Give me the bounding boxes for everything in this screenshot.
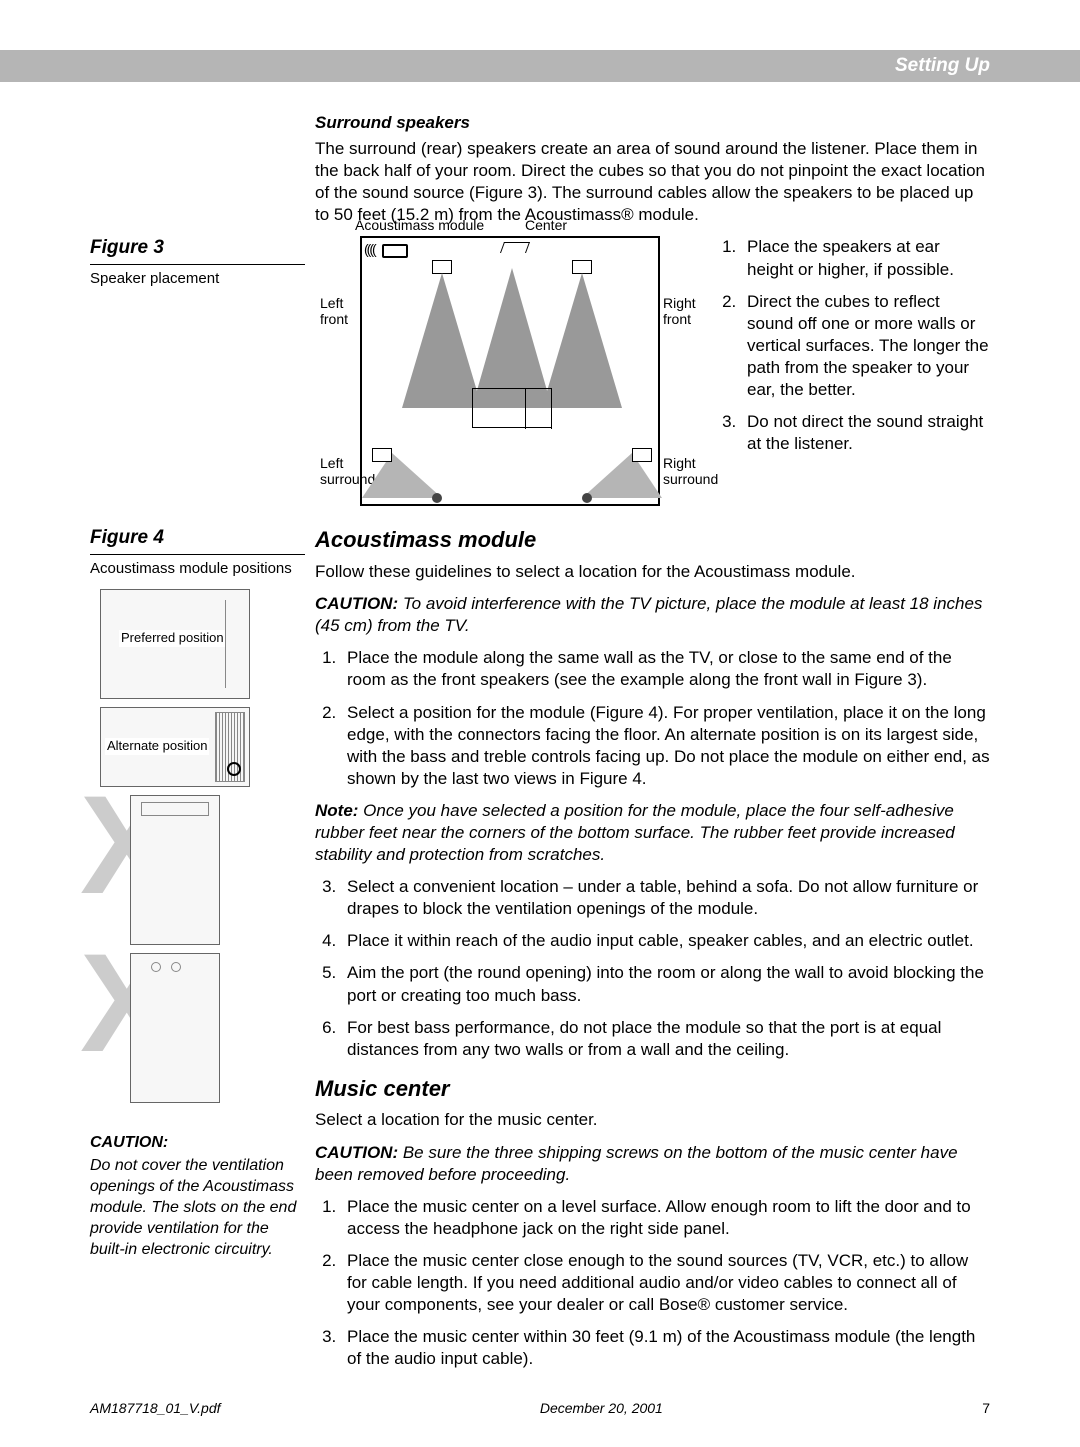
list-item: Place the music center within 30 feet (9… [341, 1326, 990, 1370]
label-left-front: Left front [320, 296, 360, 327]
list-item: Direct the cubes to reflect sound off on… [741, 291, 990, 401]
list-item: Place the speakers at ear height or high… [741, 236, 990, 280]
module-alternate-icon: Alternate position [100, 707, 250, 787]
caution-text: To avoid interference with the TV pictur… [315, 594, 982, 635]
figure4-images: Preferred position Alternate position X … [90, 589, 305, 1103]
acoustimass-caution: CAUTION: To avoid interference with the … [315, 593, 990, 637]
list-item: Aim the port (the round opening) into th… [341, 962, 990, 1006]
caution-text: Be sure the three shipping screws on the… [315, 1143, 958, 1184]
sound-cones-svg [362, 238, 662, 508]
label-center: Center [525, 218, 567, 233]
figure4-title: Figure 4 [90, 526, 305, 555]
music-heading: Music center [315, 1075, 990, 1104]
list-item: Place the music center on a level surfac… [341, 1196, 990, 1240]
list-item: Place the music center close enough to t… [341, 1250, 990, 1316]
list-item: Place the module along the same wall as … [341, 647, 990, 691]
list-item: Select a position for the module (Figure… [341, 702, 990, 790]
page-header-title: Setting Up [895, 54, 990, 79]
caution-label: CAUTION: [315, 1143, 398, 1162]
music-caution: CAUTION: Be sure the three shipping scre… [315, 1142, 990, 1186]
acoustimass-note: Note: Once you have selected a position … [315, 800, 990, 866]
label-right-surround: Right surround [663, 456, 723, 487]
label-acoustimass: Acoustimass module [355, 218, 484, 233]
list-item: Select a convenient location – under a t… [341, 876, 990, 920]
figure3-tips-list: Place the speakers at ear height or high… [715, 236, 990, 455]
room-diagram: (((( [360, 236, 660, 506]
surround-body: The surround (rear) speakers create an a… [315, 138, 990, 226]
figure3-diagram-wrap: Acoustimass module Center Left front Rig… [315, 236, 990, 506]
list-item: For best bass performance, do not place … [341, 1017, 990, 1061]
surround-heading: Surround speakers [315, 112, 990, 134]
left-caution-block: CAUTION: Do not cover the ventilation op… [90, 1133, 305, 1261]
caution-body: Do not cover the ventilation openings of… [90, 1157, 296, 1257]
footer-date: December 20, 2001 [540, 1399, 663, 1417]
caution-label: CAUTION: [90, 1133, 305, 1154]
acoustimass-heading: Acoustimass module [315, 526, 990, 555]
caution-label: CAUTION: [315, 594, 398, 613]
couch-icon [472, 388, 552, 428]
header-bar: Setting Up [0, 50, 1080, 82]
cube-icon [632, 448, 652, 462]
list-item: Do not direct the sound straight at the … [741, 411, 990, 455]
figure3-title: Figure 3 [90, 236, 305, 265]
list-item: Place it within reach of the audio input… [341, 930, 990, 952]
figure3-caption: Speaker placement [90, 269, 305, 289]
music-intro: Select a location for the music center. [315, 1109, 990, 1131]
label-preferred: Preferred position [119, 630, 226, 647]
label-right-front: Right front [663, 296, 713, 327]
acoustimass-steps-b: Select a convenient location – under a t… [315, 876, 990, 1061]
module-preferred-icon: Preferred position [100, 589, 250, 699]
cube-icon [372, 448, 392, 462]
acoustimass-intro: Follow these guidelines to select a loca… [315, 561, 990, 583]
figure4-caption: Acoustimass module positions [90, 559, 305, 579]
footer-page: 7 [982, 1399, 990, 1417]
label-alternate: Alternate position [105, 738, 209, 755]
figure3-diagram-col: Acoustimass module Center Left front Rig… [315, 236, 695, 506]
module-wrong2-icon [130, 953, 220, 1103]
note-label: Note: [315, 801, 358, 820]
music-steps: Place the music center on a level surfac… [315, 1196, 990, 1371]
module-wrong1-icon [130, 795, 220, 945]
acoustimass-steps-a: Place the module along the same wall as … [315, 647, 990, 790]
footer-file: AM187718_01_V.pdf [90, 1399, 221, 1417]
page-footer: AM187718_01_V.pdf December 20, 2001 7 [90, 1399, 990, 1417]
note-text: Once you have selected a position for th… [315, 801, 955, 864]
